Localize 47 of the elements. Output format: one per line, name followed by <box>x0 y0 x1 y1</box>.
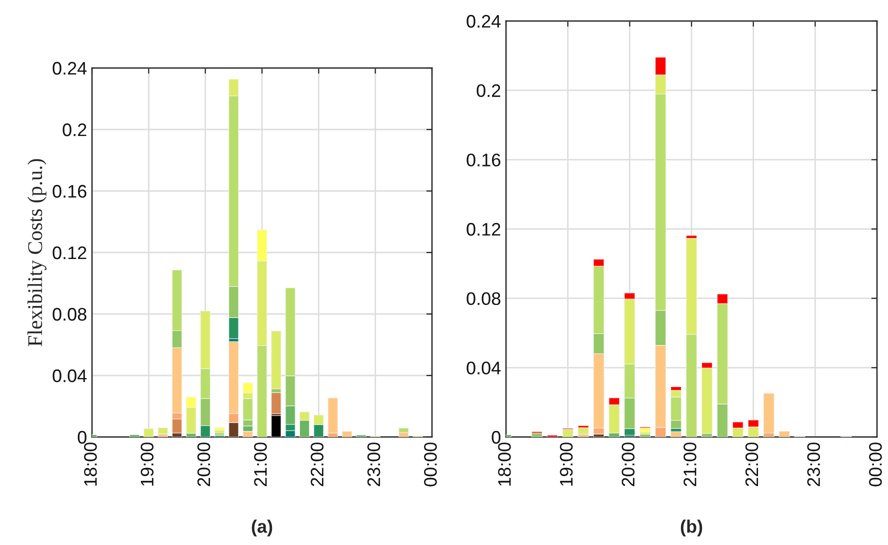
bar <box>271 330 282 390</box>
x-tick-label: 22:00 <box>310 442 324 486</box>
y-axis-title: Flexibility Costs (p.u.) <box>27 159 46 346</box>
text: (b) <box>680 520 702 536</box>
x-tick-label: 20:00 <box>197 442 210 486</box>
x-tick-label: 23:00 <box>807 442 820 486</box>
y-tick-label: 0.08 <box>466 292 500 306</box>
bar <box>562 429 574 437</box>
bar <box>578 427 589 434</box>
bar <box>342 431 352 437</box>
bar <box>778 431 790 437</box>
bar <box>158 427 168 434</box>
y-tick-label: 0.08 <box>52 308 86 321</box>
y-tick-label: 0.12 <box>466 222 500 236</box>
bar <box>144 428 154 437</box>
y-tick-label: 0.04 <box>466 362 501 374</box>
y-tick-label: 0.16 <box>52 184 86 198</box>
x-tick-label: 20:00 <box>622 442 635 486</box>
bar <box>271 415 282 437</box>
y-tick-label: 0.2 <box>476 84 500 98</box>
x-tick-label: 00:00 <box>424 442 437 486</box>
bar <box>763 393 774 434</box>
x-tick-label: 18:00 <box>498 442 511 486</box>
bar <box>214 427 225 430</box>
x-tick-label: 21:00 <box>254 442 267 486</box>
x-tick-label: 23:00 <box>367 442 380 486</box>
bar <box>214 432 225 436</box>
y-tick-label: 0.2 <box>62 123 86 136</box>
x-tick-label: 21:00 <box>684 442 696 486</box>
bar <box>328 398 338 434</box>
bar <box>398 432 409 437</box>
y-tick-label: 0.04 <box>52 369 87 382</box>
text: (a) <box>252 520 272 536</box>
y-tick-label: 0.12 <box>52 246 86 260</box>
y-tick-label: 0.16 <box>466 154 500 166</box>
y-tick-label: 0.24 <box>52 62 87 75</box>
x-tick-label: 00:00 <box>869 442 882 486</box>
y-tick-label: 0 <box>492 430 500 444</box>
x-tick-label: 19:00 <box>560 442 573 486</box>
y-tick-label: 0.24 <box>466 14 501 28</box>
bar <box>398 428 409 433</box>
bar <box>271 392 282 414</box>
x-tick-label: 19:00 <box>140 442 154 486</box>
x-tick-label: 22:00 <box>745 442 758 486</box>
y-tick-label: 0 <box>78 430 86 444</box>
bar <box>129 434 140 437</box>
x-tick-label: 18:00 <box>84 442 97 486</box>
